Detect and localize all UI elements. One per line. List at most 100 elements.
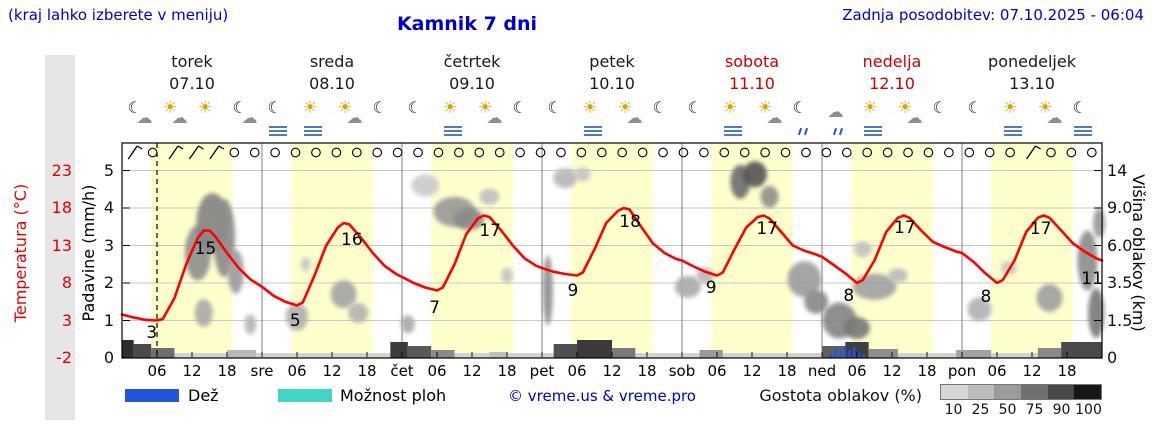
last-update-text: Zadnja posodobitev: 07.10.2025 - 06:04 bbox=[842, 6, 1144, 24]
calm-wind-icon bbox=[678, 147, 689, 158]
cloud-density-scale-value: 50 bbox=[998, 402, 1017, 418]
cloud-blob bbox=[844, 317, 870, 339]
cloud-blob bbox=[411, 174, 440, 197]
calm-wind-icon bbox=[739, 147, 750, 158]
showers-legend-swatch bbox=[278, 389, 332, 402]
cloud-density-scale-value: 75 bbox=[1025, 402, 1044, 418]
cloud-density-scale-step bbox=[1074, 385, 1102, 399]
cloud-blob bbox=[1036, 284, 1063, 312]
cloud-blob bbox=[887, 268, 908, 283]
calm-wind-icon bbox=[433, 147, 444, 158]
wind-barb-icon bbox=[168, 145, 179, 160]
calm-wind-icon bbox=[862, 147, 873, 158]
ground-cloud-strip bbox=[122, 340, 134, 358]
calm-wind-icon bbox=[372, 147, 383, 158]
ground-cloud-strip bbox=[489, 352, 507, 358]
cloud-blob bbox=[348, 303, 369, 323]
calm-wind-icon bbox=[760, 147, 770, 158]
calm-wind-icon bbox=[249, 147, 260, 158]
cloud-blob bbox=[330, 280, 357, 309]
cloud-blob bbox=[553, 168, 578, 188]
cloud-blob bbox=[454, 208, 485, 231]
rain-bar bbox=[848, 350, 851, 358]
rain-bar bbox=[862, 354, 865, 358]
rain-legend-label: Dež bbox=[188, 386, 219, 405]
rain-bar bbox=[834, 348, 837, 358]
calm-wind-icon bbox=[515, 147, 525, 158]
calm-wind-icon bbox=[454, 147, 464, 158]
calm-wind-icon bbox=[392, 147, 403, 158]
cloud-blob bbox=[542, 255, 553, 326]
cloud-blob bbox=[400, 315, 415, 334]
wind-barb-icon bbox=[198, 145, 204, 150]
cloud-blob bbox=[286, 302, 308, 331]
ground-cloud-strip bbox=[1037, 348, 1062, 358]
cloud-blob bbox=[1088, 288, 1105, 338]
cloud-blob bbox=[1077, 230, 1098, 291]
wind-barb-icon bbox=[177, 145, 184, 150]
cloud-blob bbox=[244, 314, 257, 335]
ground-cloud-strip bbox=[577, 340, 612, 358]
ground-cloud-strip bbox=[431, 350, 455, 358]
calm-wind-icon bbox=[821, 147, 832, 158]
ground-cloud-strip bbox=[151, 348, 175, 358]
cloud-density-scale-step bbox=[967, 385, 995, 399]
cloud-blob bbox=[787, 261, 822, 298]
calm-wind-icon bbox=[719, 147, 730, 158]
cloud-blob bbox=[742, 161, 767, 188]
calm-wind-icon bbox=[535, 147, 546, 158]
cloud-density-scale-step bbox=[1047, 385, 1075, 399]
calm-wind-icon bbox=[1086, 147, 1097, 158]
calm-wind-icon bbox=[658, 147, 668, 158]
temperature-curve bbox=[120, 206, 1104, 322]
calm-wind-icon bbox=[331, 147, 342, 158]
rain-bar bbox=[838, 351, 842, 358]
calm-wind-icon bbox=[903, 147, 913, 158]
cloud-blob bbox=[696, 267, 715, 284]
daylight-band bbox=[431, 143, 513, 358]
cloud-blob bbox=[853, 241, 872, 258]
rain-bar bbox=[857, 352, 861, 358]
cloud-blob bbox=[760, 185, 779, 208]
cloud-density-scale-value: 25 bbox=[971, 402, 990, 418]
ground-cloud-strip bbox=[845, 342, 869, 358]
rain-bar bbox=[852, 347, 856, 358]
calm-wind-icon bbox=[923, 147, 934, 158]
cloud-density-scale-step bbox=[941, 385, 968, 399]
ground-cloud-strip bbox=[612, 348, 636, 358]
calm-wind-icon bbox=[596, 147, 607, 158]
rain-bar bbox=[843, 346, 847, 358]
cloud-density-scale-step bbox=[994, 385, 1022, 399]
cloud-density-scale-value: 90 bbox=[1052, 402, 1071, 418]
cloud-blob bbox=[300, 257, 311, 272]
cloud-density-scale-labels: 10 25 50 75 90 100 bbox=[940, 402, 1102, 418]
calm-wind-icon bbox=[474, 147, 485, 158]
calm-wind-icon bbox=[984, 147, 995, 158]
plot-frame bbox=[121, 142, 1103, 359]
calm-wind-icon bbox=[351, 147, 362, 158]
cloud-density-scale bbox=[940, 384, 1102, 400]
cloud-blob bbox=[674, 275, 701, 298]
cloud-density-scale-value: 100 bbox=[1075, 402, 1102, 418]
wind-barb-icon bbox=[1026, 145, 1037, 160]
ground-cloud-strip bbox=[822, 346, 846, 358]
showers-legend-label: Možnost ploh bbox=[340, 386, 447, 405]
calm-wind-icon bbox=[699, 147, 709, 158]
calm-wind-icon bbox=[637, 147, 648, 158]
daylight-band bbox=[991, 143, 1073, 358]
cloud-blob bbox=[574, 167, 591, 182]
wind-barb-icon bbox=[218, 145, 225, 150]
ground-cloud-strip bbox=[390, 342, 408, 358]
cloud-blob bbox=[479, 188, 500, 205]
calm-wind-icon bbox=[1066, 147, 1077, 158]
calm-wind-icon bbox=[311, 147, 321, 158]
calm-wind-icon bbox=[801, 147, 811, 158]
calm-wind-icon bbox=[964, 147, 975, 158]
left-axis-strip bbox=[45, 55, 75, 420]
wind-barb-icon bbox=[1035, 145, 1041, 150]
ground-cloud-strip bbox=[407, 346, 432, 358]
calm-wind-icon bbox=[944, 147, 954, 158]
calm-wind-icon bbox=[147, 147, 158, 158]
wind-barb-icon bbox=[136, 145, 143, 150]
